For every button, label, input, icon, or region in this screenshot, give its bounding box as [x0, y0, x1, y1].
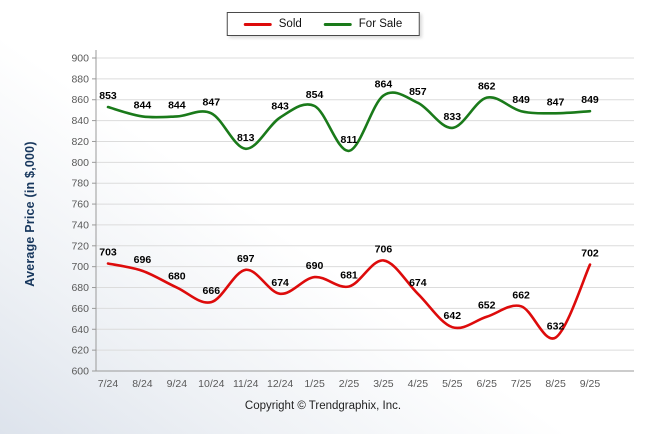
- value-label-for-sale: 857: [409, 86, 427, 98]
- x-tick-label: 9/24: [167, 378, 188, 390]
- series-line-sold: [106, 259, 592, 340]
- x-tick-label: 5/25: [442, 378, 463, 390]
- y-tick-label: 640: [71, 324, 89, 336]
- value-label-sold: 696: [134, 254, 152, 266]
- x-tick-label: 1/25: [304, 378, 325, 390]
- legend-item-for-sale: For Sale: [323, 18, 403, 30]
- x-tick-label: 7/25: [511, 378, 532, 390]
- y-tick-label: 740: [71, 219, 89, 231]
- value-label-for-sale: 849: [512, 94, 530, 106]
- y-tick-label: 760: [71, 199, 89, 211]
- value-label-for-sale: 862: [478, 81, 496, 93]
- value-label-for-sale: 844: [134, 99, 152, 111]
- value-label-sold: 642: [444, 310, 462, 322]
- value-label-sold: 690: [306, 260, 324, 272]
- legend-label-for-sale: For Sale: [358, 18, 403, 30]
- y-tick-label: 840: [71, 115, 89, 127]
- y-tick-label: 700: [71, 261, 89, 273]
- x-tick-label: 4/25: [408, 378, 429, 390]
- value-label-for-sale: 864: [375, 79, 393, 91]
- value-label-for-sale: 811: [341, 134, 358, 146]
- value-label-for-sale: 849: [581, 94, 599, 106]
- x-tick-label: 3/25: [373, 378, 394, 390]
- series-line-for-sale: [106, 91, 592, 153]
- x-tick-label: 8/25: [545, 378, 566, 390]
- x-tick-label: 9/25: [580, 378, 601, 390]
- x-tick-label: 12/24: [267, 378, 293, 390]
- x-tick-label: 10/24: [198, 378, 224, 390]
- value-label-sold: 697: [237, 253, 255, 265]
- value-label-sold: 703: [99, 247, 117, 259]
- value-label-for-sale: 853: [99, 90, 117, 102]
- y-tick-label: 600: [71, 366, 89, 378]
- x-tick-label: 2/25: [339, 378, 360, 390]
- value-label-sold: 702: [581, 248, 599, 260]
- value-label-for-sale: 843: [271, 100, 289, 112]
- value-label-for-sale: 854: [306, 89, 324, 101]
- legend-item-sold: Sold: [243, 18, 302, 30]
- y-tick-label: 620: [71, 345, 89, 357]
- for-sale-line-swatch: [323, 22, 352, 26]
- value-label-sold: 674: [271, 277, 289, 289]
- y-tick-label: 860: [71, 94, 89, 106]
- chart-legend: Sold For Sale: [226, 12, 420, 36]
- y-axis-title: Average Price (in $,000): [23, 141, 37, 287]
- value-label-sold: 666: [203, 285, 221, 297]
- y-tick-label: 880: [71, 73, 89, 85]
- value-label-for-sale: 833: [444, 111, 462, 123]
- x-tick-label: 8/24: [132, 378, 153, 390]
- value-label-for-sale: 844: [168, 99, 186, 111]
- value-label-for-sale: 813: [237, 132, 255, 144]
- value-label-sold: 632: [547, 321, 565, 333]
- y-tick-label: 900: [71, 53, 89, 65]
- y-tick-label: 800: [71, 157, 89, 169]
- value-label-sold: 674: [409, 277, 427, 289]
- value-label-sold: 680: [168, 271, 186, 283]
- x-tick-label: 7/24: [98, 378, 119, 390]
- y-tick-label: 660: [71, 303, 89, 315]
- copyright-text: Copyright © Trendgraphix, Inc.: [244, 400, 402, 412]
- y-tick-label: 680: [71, 282, 89, 294]
- sold-line-swatch: [243, 22, 272, 26]
- value-label-sold: 681: [340, 269, 358, 281]
- value-label-for-sale: 847: [203, 96, 221, 108]
- y-tick-label: 780: [71, 178, 89, 190]
- value-label-sold: 662: [512, 289, 530, 301]
- value-label-for-sale: 847: [547, 96, 565, 108]
- x-tick-label: 6/25: [476, 378, 497, 390]
- legend-label-sold: Sold: [278, 18, 302, 30]
- y-tick-label: 820: [71, 136, 89, 148]
- value-label-sold: 706: [375, 243, 393, 255]
- x-tick-label: 11/24: [233, 378, 259, 390]
- y-tick-label: 720: [71, 240, 89, 252]
- value-label-sold: 652: [478, 300, 496, 312]
